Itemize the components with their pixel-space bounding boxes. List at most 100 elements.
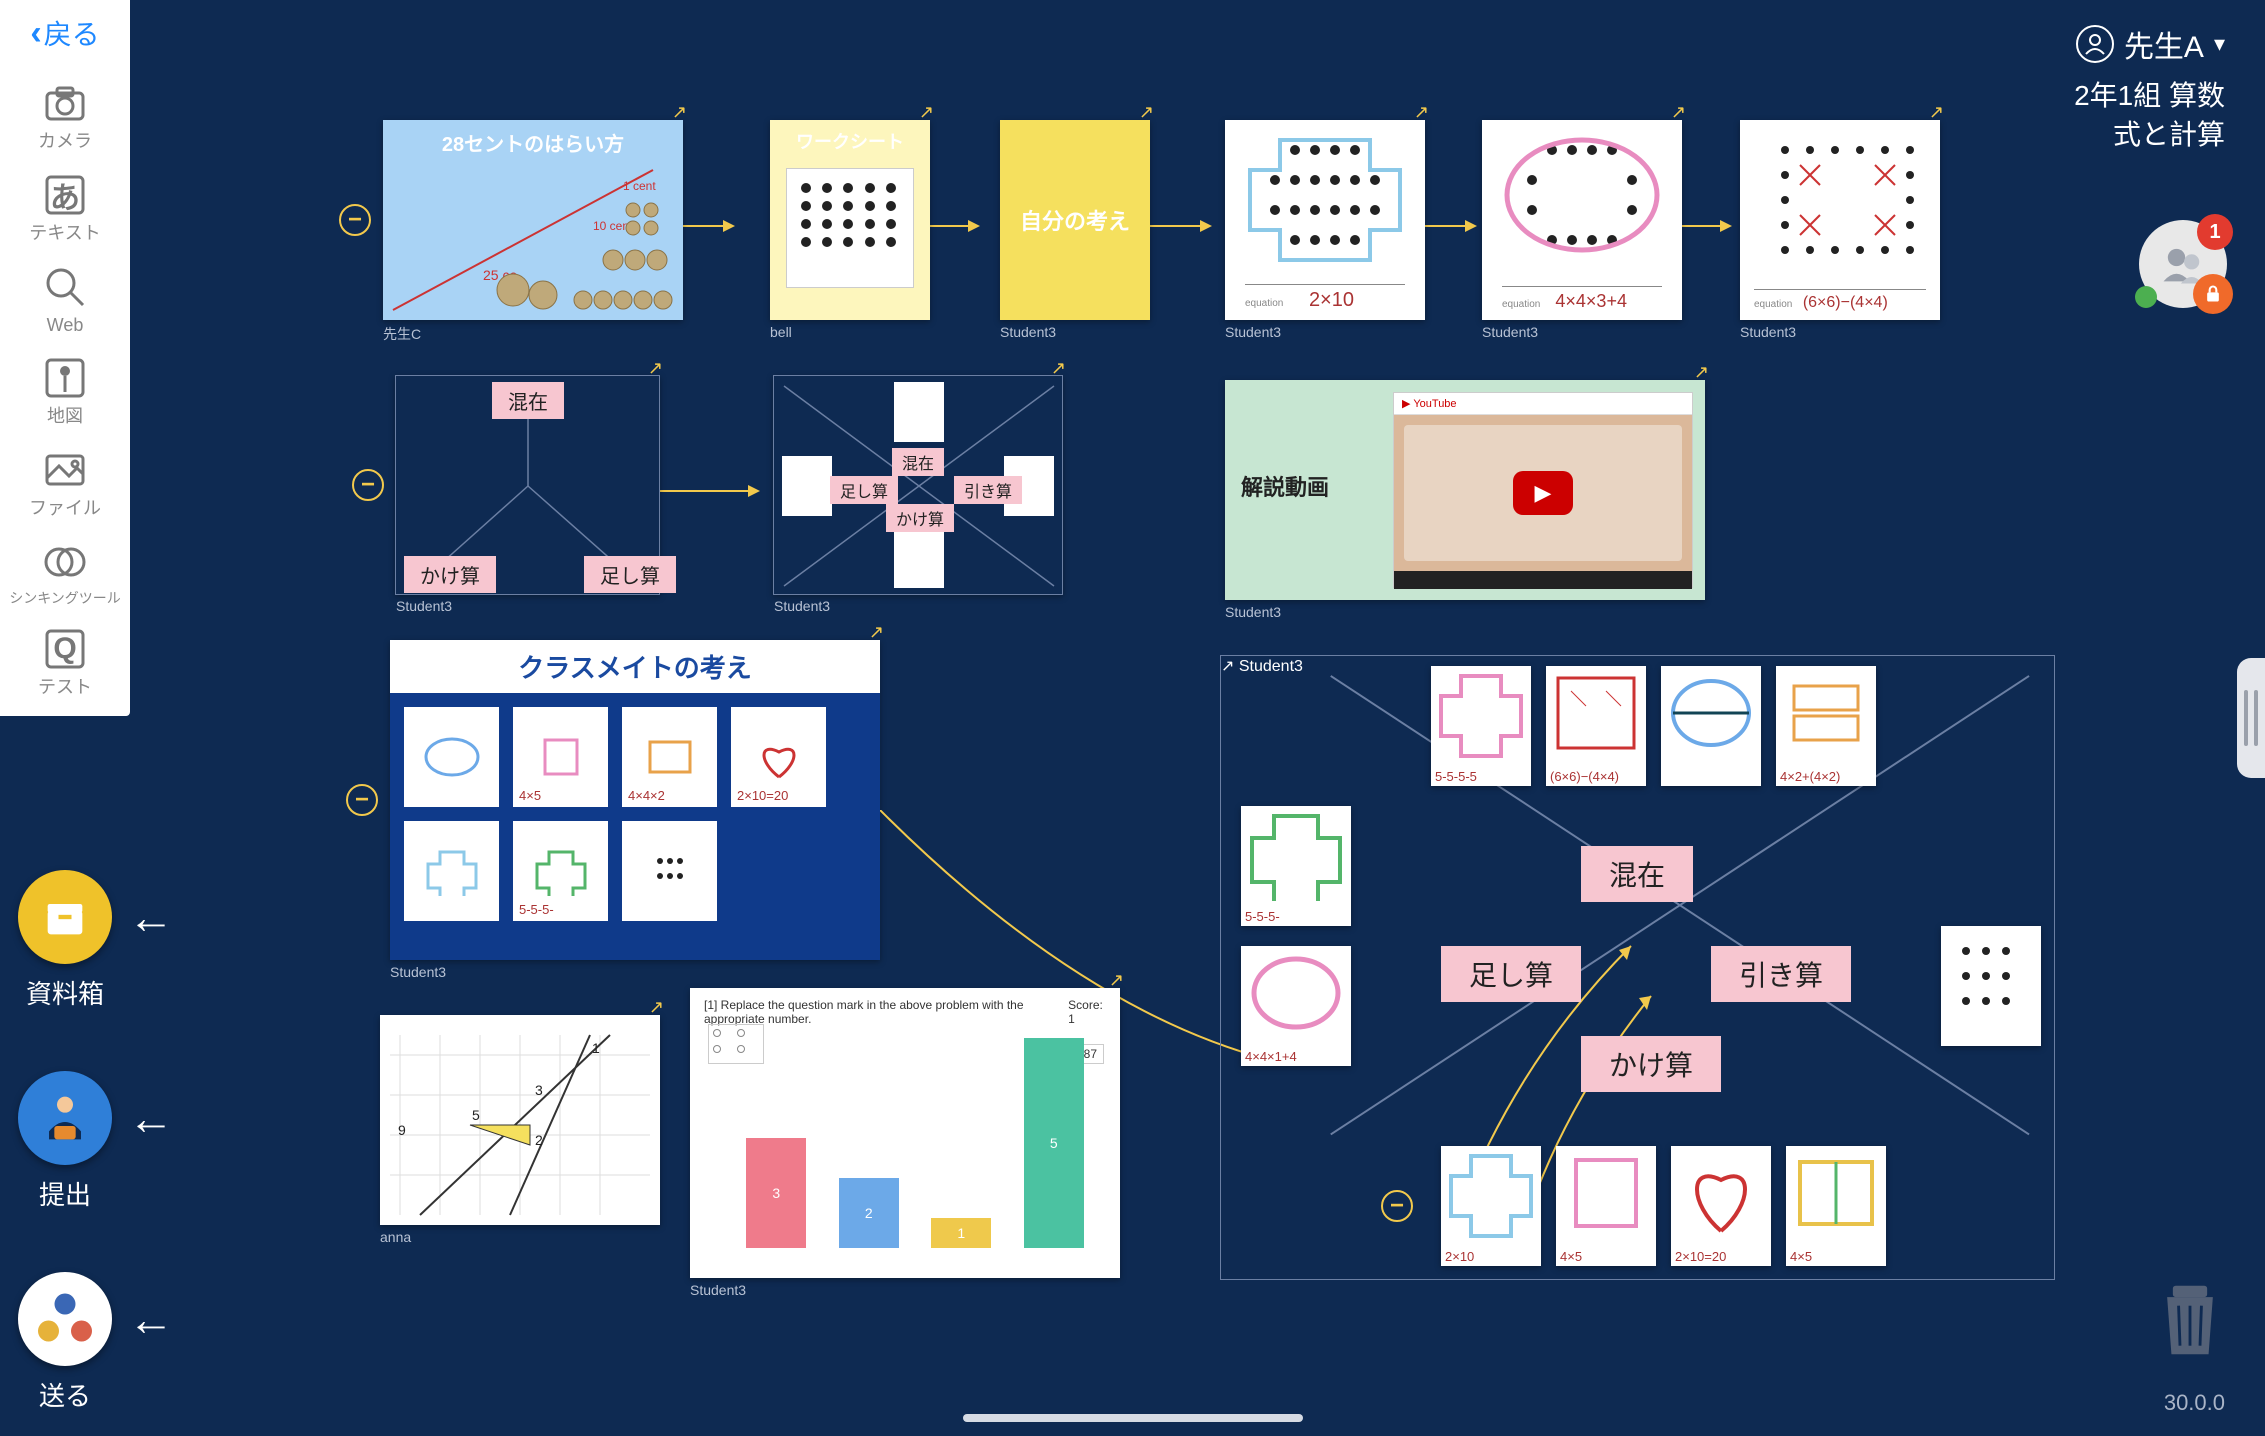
card-video[interactable]: ↗ 解説動画 ▶ YouTube ▶ Student3 (1225, 380, 1705, 600)
expand-icon: ↗ (869, 622, 884, 643)
card-chart[interactable]: ↗ [1] Replace the question mark in the a… (690, 988, 1120, 1278)
answer-thumb[interactable] (404, 821, 499, 921)
card-graph[interactable]: ↗ 1 3 2 9 5 anna (380, 1015, 660, 1225)
connector (1425, 225, 1475, 227)
answer-thumb[interactable] (1661, 666, 1761, 786)
equation: (6×6)−(4×4) (1803, 294, 1888, 311)
tag-add: 足し算 (584, 556, 676, 593)
answer-thumb[interactable]: 2×10=20 (1671, 1146, 1771, 1266)
drag-handle[interactable] (2237, 658, 2265, 778)
answer-thumb[interactable]: 4×5 (513, 707, 608, 807)
card-caption: Student3 (396, 598, 452, 614)
answer-thumb[interactable] (404, 707, 499, 807)
card-caption: Student3 (390, 964, 446, 980)
card-classification-panel[interactable]: ↗ 混在 足し算 引き算 かけ算 5-5-5-5 (6×6)−(4×4) (1220, 655, 2055, 1280)
answer-thumb[interactable]: 4×5 (1786, 1146, 1886, 1266)
answer-thumb[interactable]: 4×4×2 (622, 707, 717, 807)
card-cents[interactable]: ↗ 28セントのはらい方 1 cent 10 cents 25 ce 先生C − (383, 120, 683, 320)
play-icon[interactable]: ▶ (1513, 471, 1573, 515)
card-caption: Student3 (774, 598, 830, 614)
svg-text:5: 5 (472, 1107, 480, 1123)
answer-thumb[interactable]: 4×4×1+4 (1241, 946, 1351, 1066)
card-answer-3[interactable]: ↗ equation (6×6)−(4×4) Student3 (1740, 120, 1940, 320)
card-x-diagram[interactable]: ↗ 混在 足し算 引き算 かけ算 Student3 (773, 375, 1063, 595)
connector (1680, 225, 1730, 227)
trash-icon[interactable] (2155, 1280, 2225, 1376)
expand-icon: ↗ (649, 997, 664, 1018)
card-worksheet[interactable]: ↗ ワークシート bell (770, 120, 930, 320)
expand-icon: ↗ (1139, 102, 1154, 123)
card-title: クラスメイトの考え (390, 640, 880, 693)
expand-icon: ↗ (1671, 102, 1686, 123)
svg-text:1 cent: 1 cent (623, 179, 656, 193)
connector (1150, 225, 1210, 227)
card-y-diagram-1[interactable]: ↗ 混在 かけ算 足し算 Student3 − (395, 375, 660, 595)
collapse-toggle[interactable]: − (339, 204, 371, 236)
tag-mix: 混在 (892, 448, 944, 476)
tag-add: 足し算 (1441, 946, 1581, 1002)
home-indicator (963, 1414, 1303, 1422)
tag-mul: かけ算 (1581, 1036, 1721, 1092)
card-caption: bell (770, 324, 792, 340)
expand-icon: ↗ (919, 102, 934, 123)
card-title: ワークシート (770, 120, 930, 162)
tag-add: 足し算 (830, 476, 898, 504)
tag-mul: かけ算 (886, 504, 954, 532)
card-title: 解説動画 (1241, 470, 1329, 502)
svg-text:2: 2 (535, 1132, 543, 1148)
chart-score: Score: 1 (1068, 998, 1106, 1026)
card-own-idea[interactable]: ↗ 自分の考え Student3 (1000, 120, 1150, 320)
expand-icon: ↗ (1109, 970, 1124, 991)
expand-icon: ↗ (1221, 658, 1234, 675)
answer-thumb[interactable]: 2×10=20 (731, 707, 826, 807)
card-caption: anna (380, 1229, 411, 1245)
tag-mix: 混在 (492, 382, 564, 419)
tag-mul: かけ算 (404, 556, 496, 593)
card-caption: Student3 (1225, 604, 1281, 620)
answer-thumb[interactable]: 5-5-5-5 (1431, 666, 1531, 786)
connector (683, 225, 733, 227)
card-title: 28セントのはらい方 (383, 120, 683, 165)
chart-bar: 2 (839, 1178, 899, 1248)
chart-title: [1] Replace the question mark in the abo… (704, 998, 1068, 1026)
card-caption: Student3 (1740, 324, 1796, 340)
answer-thumb[interactable] (622, 821, 717, 921)
answer-thumb[interactable]: 2×10 (1441, 1146, 1541, 1266)
card-caption: Student3 (690, 1282, 746, 1298)
chart-bar: 3 (746, 1138, 806, 1248)
chart-bar: 5 (1024, 1038, 1084, 1248)
answer-thumb[interactable]: 5-5-5- (513, 821, 608, 921)
canvas[interactable]: ↗ 28セントのはらい方 1 cent 10 cents 25 ce 先生C −… (0, 0, 2265, 1436)
connector (928, 225, 978, 227)
answer-thumb[interactable]: (6×6)−(4×4) (1546, 666, 1646, 786)
chart-bars: 3215 (730, 1058, 1100, 1248)
collapse-toggle[interactable]: − (352, 469, 384, 501)
expand-icon: ↗ (1929, 102, 1944, 123)
tag-sub: 引き算 (954, 476, 1022, 504)
svg-text:1: 1 (592, 1040, 600, 1056)
collapse-toggle[interactable]: − (346, 784, 378, 816)
expand-icon: ↗ (648, 358, 663, 379)
expand-icon: ↗ (672, 102, 687, 123)
card-caption: Student3 (1225, 324, 1281, 340)
answer-thumb[interactable] (1941, 926, 2041, 1046)
answer-thumb[interactable]: 4×5 (1556, 1146, 1656, 1266)
card-classmates[interactable]: ↗ クラスメイトの考え 4×5 4×4×2 2×10=20 5-5-5- Stu… (390, 640, 880, 960)
card-caption: 先生C (383, 324, 421, 344)
svg-text:9: 9 (398, 1122, 406, 1138)
connector (658, 490, 758, 492)
expand-icon: ↗ (1694, 362, 1709, 383)
card-caption: Student3 (1239, 658, 1303, 675)
collapse-toggle[interactable]: − (1381, 1190, 1413, 1222)
expand-icon: ↗ (1051, 358, 1066, 379)
svg-text:3: 3 (535, 1082, 543, 1098)
expand-icon: ↗ (1414, 102, 1429, 123)
answer-thumb[interactable]: 4×2+(4×2) (1776, 666, 1876, 786)
version-label: 30.0.0 (2164, 1390, 2225, 1416)
chart-bar: 1 (931, 1218, 991, 1248)
card-answer-1[interactable]: ↗ equation 2×10 Student3 (1225, 120, 1425, 320)
answer-thumb[interactable]: 5-5-5- (1241, 806, 1351, 926)
card-caption: Student3 (1000, 324, 1056, 340)
card-answer-2[interactable]: ↗ equation 4×4×3+4 Student3 (1482, 120, 1682, 320)
card-title: 自分の考え (1014, 196, 1136, 244)
